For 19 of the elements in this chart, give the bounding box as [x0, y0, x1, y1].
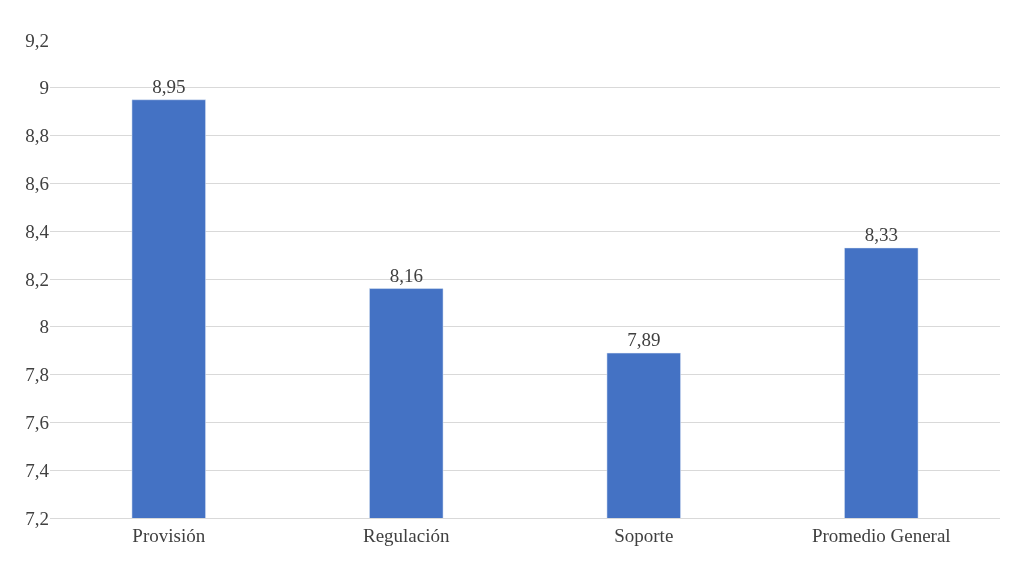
y-tick-label: 8,2	[25, 268, 49, 290]
data-label: 8,33	[864, 223, 898, 245]
x-tick-label: Promedio General	[811, 524, 951, 546]
x-tick-label: Soporte	[614, 524, 674, 546]
y-tick-label: 8,4	[25, 220, 50, 242]
y-tick-label: 7,6	[25, 412, 49, 434]
y-tick-label: 7,4	[25, 459, 50, 481]
y-tick-label: 7,2	[25, 507, 49, 529]
y-tick-label: 7,8	[25, 364, 49, 386]
y-tick-label: 8	[39, 316, 49, 338]
x-tick-label: Provisión	[132, 524, 206, 546]
data-label: 8,95	[152, 75, 186, 97]
y-tick-label: 9,2	[25, 29, 49, 51]
y-tick-label: 9	[39, 77, 49, 99]
x-tick-label: Regulación	[362, 524, 451, 546]
y-tick-label: 8,8	[25, 125, 49, 147]
data-label: 8,16	[389, 264, 423, 286]
data-label: 7,89	[627, 329, 661, 351]
y-tick-label: 8,6	[25, 173, 49, 195]
